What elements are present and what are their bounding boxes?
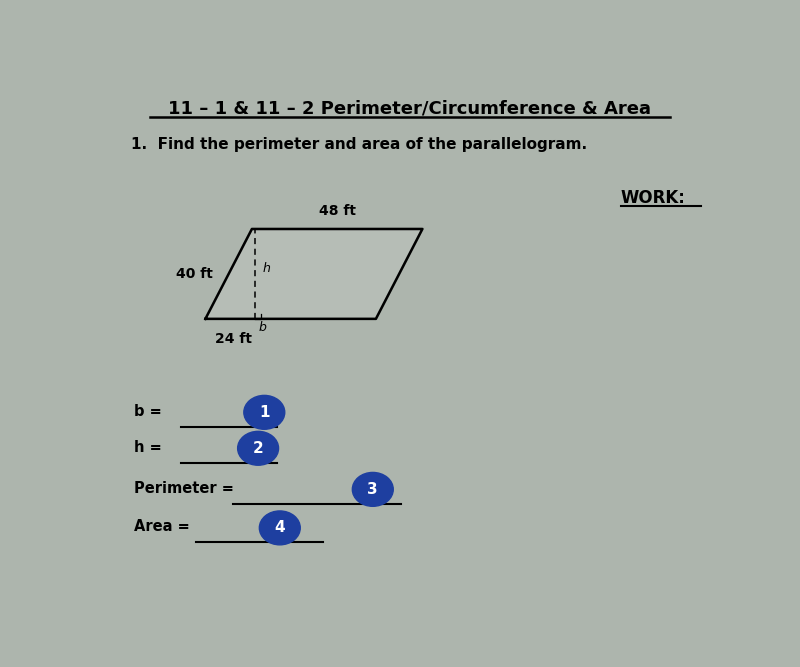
Circle shape: [238, 432, 278, 466]
Text: 24 ft: 24 ft: [214, 331, 252, 346]
Text: b: b: [258, 321, 266, 334]
Text: 40 ft: 40 ft: [176, 267, 213, 281]
Polygon shape: [206, 229, 422, 319]
Circle shape: [259, 511, 300, 545]
Text: 1.  Find the perimeter and area of the parallelogram.: 1. Find the perimeter and area of the pa…: [131, 137, 587, 151]
Text: 1: 1: [259, 405, 270, 420]
Text: 2: 2: [253, 441, 263, 456]
Text: Perimeter =: Perimeter =: [134, 481, 234, 496]
Text: h =: h =: [134, 440, 162, 455]
Circle shape: [352, 472, 394, 506]
Text: WORK:: WORK:: [621, 189, 686, 207]
Text: b =: b =: [134, 404, 162, 419]
Circle shape: [244, 396, 285, 430]
Text: h: h: [262, 262, 270, 275]
Text: 3: 3: [367, 482, 378, 497]
Text: Area =: Area =: [134, 520, 190, 534]
Text: 4: 4: [274, 520, 285, 536]
Text: 48 ft: 48 ft: [318, 203, 356, 217]
Text: 11 – 1 & 11 – 2 Perimeter/Circumference & Area: 11 – 1 & 11 – 2 Perimeter/Circumference …: [169, 99, 651, 117]
